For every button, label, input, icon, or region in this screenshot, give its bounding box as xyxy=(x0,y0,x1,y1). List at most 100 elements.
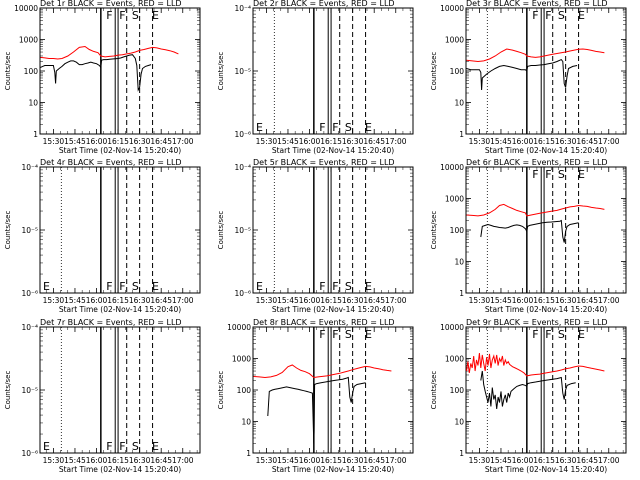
panel-6: Det 6r BLACK = Events, RED = LLD 1 10 100 10… xyxy=(430,158,627,314)
x-tick-label: 15:45 xyxy=(64,137,86,146)
panel-5: Det 5r BLACK = Events, RED = LLD 10⁻⁶ 10⁻⁵… xyxy=(217,158,414,314)
marker-letter: F xyxy=(532,168,538,181)
x-tick-label: 15:45 xyxy=(64,296,86,305)
y-tick-label: 10 xyxy=(454,258,464,267)
y-axis-label: Counts/sec xyxy=(430,211,438,250)
y-tick-label: 1 xyxy=(459,449,464,458)
marker-letter: S xyxy=(345,280,352,293)
y-axis-label: Counts/sec xyxy=(217,371,225,410)
y-tick-label: 1000 xyxy=(19,36,38,45)
panel-7: Det 7r BLACK = Events, RED = LLD 10⁻⁶ 10⁻⁵… xyxy=(4,318,201,474)
y-tick-label: 10⁻⁵ xyxy=(21,226,38,235)
y-tick-label: 10 xyxy=(28,99,38,108)
plot-frame xyxy=(39,326,201,454)
y-tick-label: 10 xyxy=(241,418,251,427)
x-tick-label: 16:30 xyxy=(342,137,364,146)
y-tick-label: 10⁻⁵ xyxy=(21,386,38,395)
x-tick-label: 15:30 xyxy=(256,137,278,146)
panel-title: Det 3r BLACK = Events, RED = LLD xyxy=(466,0,608,8)
x-tick-label: 15:45 xyxy=(490,137,512,146)
x-tick-label: 15:45 xyxy=(277,456,299,465)
x-tick-label: 16:15 xyxy=(320,137,342,146)
x-tick-label: 17:00 xyxy=(172,137,194,146)
panel-title: Det 7r BLACK = Events, RED = LLD xyxy=(40,318,182,327)
x-tick-label: 16:30 xyxy=(555,296,577,305)
marker-letter: E xyxy=(256,280,263,293)
marker-letter: F xyxy=(119,9,125,22)
marker-letter: E xyxy=(152,440,159,453)
x-tick-label: 16:30 xyxy=(342,296,364,305)
marker-letter: E xyxy=(365,328,372,341)
x-axis-title: Start Time (02-Nov-14 15:20:40) xyxy=(59,305,181,314)
y-tick-label: 10⁻⁵ xyxy=(234,67,251,76)
marker-letter: F xyxy=(319,328,325,341)
x-tick-label: 16:45 xyxy=(150,296,172,305)
y-tick-label: 10⁻⁶ xyxy=(234,289,251,298)
x-axis-title: Start Time (02-Nov-14 15:20:40) xyxy=(59,146,181,155)
y-tick-label: 1000 xyxy=(232,355,251,364)
y-tick-label: 10⁻⁶ xyxy=(21,289,38,298)
x-tick-label: 16:15 xyxy=(107,137,129,146)
x-tick-label: 16:00 xyxy=(512,296,534,305)
x-tick-label: 17:00 xyxy=(598,296,620,305)
marker-letter: F xyxy=(532,9,538,22)
marker-letter: F xyxy=(106,280,112,293)
x-tick-label: 16:30 xyxy=(555,137,577,146)
x-tick-label: 15:30 xyxy=(469,137,491,146)
plot-frame xyxy=(252,166,414,294)
marker-letter: E xyxy=(578,328,585,341)
y-tick-label: 10000 xyxy=(440,163,464,172)
marker-letter: F xyxy=(119,280,125,293)
x-tick-label: 16:45 xyxy=(150,456,172,465)
series-lld xyxy=(253,364,392,379)
y-tick-label: 10⁻⁴ xyxy=(234,4,251,13)
y-axis-label: Counts/sec xyxy=(4,371,12,410)
marker-letter: E xyxy=(256,121,263,134)
x-tick-label: 16:15 xyxy=(320,296,342,305)
marker-letter: E xyxy=(578,168,585,181)
x-tick-label: 17:00 xyxy=(598,137,620,146)
marker-letter: F xyxy=(545,9,551,22)
x-axis-title: Start Time (02-Nov-14 15:20:40) xyxy=(272,465,394,474)
x-tick-label: 16:45 xyxy=(576,137,598,146)
x-tick-label: 16:30 xyxy=(129,137,151,146)
panel-1: Det 1r BLACK = Events, RED = LLD 1 10 100 10… xyxy=(4,0,201,155)
y-tick-label: 1 xyxy=(459,289,464,298)
marker-letter: E xyxy=(365,121,372,134)
x-tick-label: 15:30 xyxy=(469,456,491,465)
y-axis-label: Counts/sec xyxy=(430,371,438,410)
x-tick-label: 15:30 xyxy=(256,296,278,305)
panel-4: Det 4r BLACK = Events, RED = LLD 10⁻⁶ 10⁻⁵… xyxy=(4,158,201,314)
y-tick-label: 1 xyxy=(459,130,464,139)
y-tick-label: 10⁻⁴ xyxy=(21,323,38,332)
x-tick-label: 15:30 xyxy=(469,296,491,305)
marker-letter: E xyxy=(578,9,585,22)
x-tick-label: 15:45 xyxy=(277,137,299,146)
y-tick-label: 10 xyxy=(454,99,464,108)
y-tick-label: 100 xyxy=(450,226,465,235)
x-tick-label: 16:15 xyxy=(107,456,129,465)
panel-9: Det 9r BLACK = Events, RED = LLD 1 10 100 10… xyxy=(430,318,627,474)
marker-letter: S xyxy=(132,9,139,22)
panel-3: Det 3r BLACK = Events, RED = LLD 1 10 100 10… xyxy=(430,0,627,155)
x-tick-label: 16:00 xyxy=(299,456,321,465)
series-events xyxy=(40,54,152,92)
marker-letter: S xyxy=(345,328,352,341)
y-tick-label: 1000 xyxy=(445,195,464,204)
x-tick-label: 16:00 xyxy=(86,456,108,465)
marker-letter: S xyxy=(132,280,139,293)
y-tick-label: 100 xyxy=(450,386,465,395)
x-tick-label: 16:15 xyxy=(533,137,555,146)
x-tick-label: 16:45 xyxy=(576,456,598,465)
x-tick-label: 15:45 xyxy=(490,456,512,465)
x-tick-label: 16:00 xyxy=(86,137,108,146)
marker-letter: E xyxy=(43,280,50,293)
x-tick-label: 17:00 xyxy=(172,456,194,465)
y-tick-label: 10⁻⁶ xyxy=(234,130,251,139)
x-axis-title: Start Time (02-Nov-14 15:20:40) xyxy=(485,465,607,474)
y-tick-label: 100 xyxy=(237,386,252,395)
x-tick-label: 17:00 xyxy=(385,296,407,305)
x-tick-label: 16:15 xyxy=(107,296,129,305)
panel-title: Det 4r BLACK = Events, RED = LLD xyxy=(40,158,182,167)
plot-frame xyxy=(39,7,201,135)
